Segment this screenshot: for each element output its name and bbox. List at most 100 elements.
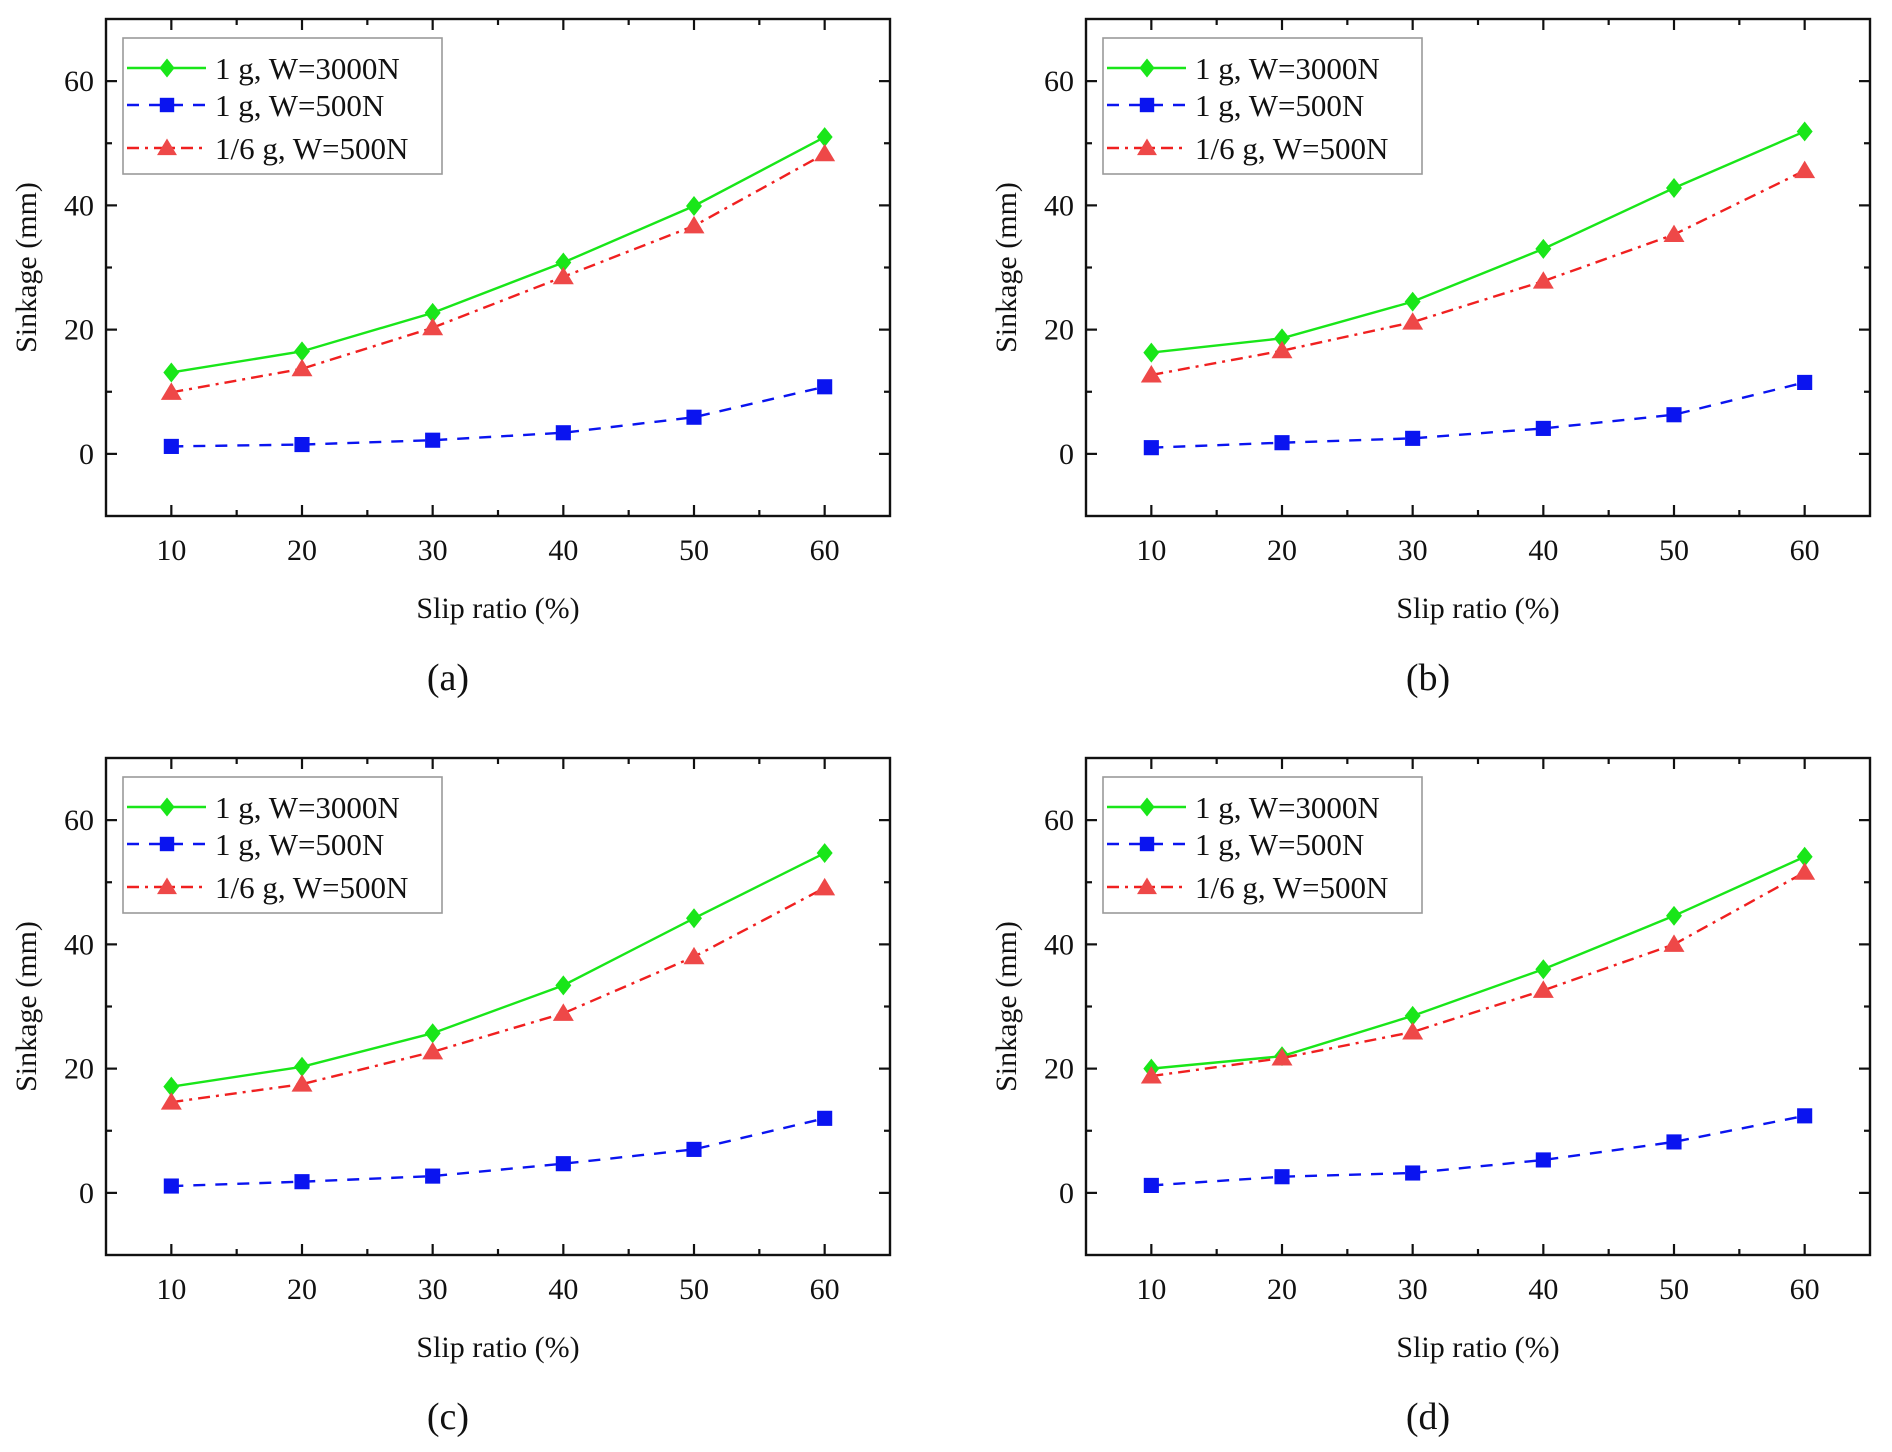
data-point [686,1141,702,1157]
data-point [814,143,836,162]
data-point [686,908,702,929]
data-point [294,1174,310,1190]
x-tick-label: 40 [548,534,578,567]
series-diamond [163,127,833,383]
data-point [686,409,702,425]
data-point [686,196,702,216]
y-tick-label: 60 [64,804,94,837]
x-tick-label: 60 [1790,1273,1820,1306]
data-point [555,425,571,441]
data-point [1796,846,1813,867]
legend-marker [159,836,175,852]
y-tick-label: 60 [1044,65,1074,98]
legend-entry: 1 g, W=3000N [1195,51,1380,86]
x-tick-label: 20 [1267,534,1297,567]
y-tick-label: 0 [79,438,94,471]
series-line [171,152,826,394]
legend-entry: 1/6 g, W=500N [215,131,408,166]
panel-caption: (c) [427,1396,469,1438]
y-tick-label: 20 [1044,314,1074,347]
data-point [422,1041,444,1060]
y-axis-label: Sinkage (mm) [10,182,43,353]
series-line [1151,1114,1805,1187]
series-triangle [1140,160,1816,383]
x-tick-label: 20 [1267,1273,1297,1306]
data-point [555,1156,571,1172]
data-point [1404,1005,1421,1026]
x-tick-label: 30 [1398,534,1428,567]
data-point [1274,435,1290,451]
x-tick-label: 10 [1136,534,1166,567]
series-line [1151,871,1806,1078]
x-tick-label: 30 [1398,1273,1428,1306]
x-axis-label: Slip ratio (%) [1396,592,1559,625]
data-point [1274,1169,1290,1185]
data-point [1532,271,1554,289]
series-square [1143,374,1813,456]
data-point [163,438,179,454]
legend-entry: 1 g, W=500N [1195,827,1364,862]
y-tick-label: 60 [1044,804,1074,837]
y-tick-label: 20 [64,1053,94,1086]
data-point [555,252,572,273]
data-point [1794,160,1816,179]
legend-entry: 1 g, W=3000N [215,51,400,86]
series-triangle [160,877,836,1110]
legend-entry: 1/6 g, W=500N [1195,870,1388,905]
x-tick-label: 40 [548,1273,578,1306]
data-point [1143,342,1160,363]
y-tick-label: 60 [64,65,94,98]
panel-caption: (a) [427,657,469,699]
x-axis-label: Slip ratio (%) [416,592,579,625]
series-diamond [163,843,833,1097]
x-tick-label: 40 [1528,534,1558,567]
series-square [163,379,833,454]
data-point [1663,224,1685,243]
legend-marker [157,877,177,895]
y-tick-label: 40 [64,928,94,961]
series-diamond [1143,846,1813,1079]
x-tick-label: 10 [156,534,186,567]
data-point [1140,1066,1162,1084]
legend-marker [159,58,175,78]
y-axis-label: Sinkage (mm) [990,921,1023,1092]
legend-marker [159,97,175,113]
data-point [1140,365,1162,383]
series-line [171,851,826,1088]
series-line [1151,381,1805,449]
data-point [1535,420,1551,436]
series-triangle [160,143,836,400]
data-point [1405,430,1421,446]
data-point [1143,440,1159,456]
data-point [422,317,444,336]
chart-panel-d: 10 20 30 40 50 60 0 20 40 60 Slip ratio (%) Sinkage… [990,756,1872,1438]
legend-entry: 1 g, W=3000N [215,790,400,825]
data-point [1666,905,1682,926]
x-tick-label: 50 [679,1273,709,1306]
y-tick-label: 0 [79,1177,94,1210]
data-point [683,215,705,234]
y-tick-label: 40 [1044,928,1074,961]
data-point [816,127,833,148]
x-tick-label: 10 [1136,1273,1166,1306]
y-tick-label: 20 [1044,1053,1074,1086]
x-tick-label: 10 [156,1273,186,1306]
data-point [816,843,833,864]
data-point [425,1168,441,1184]
series-square [163,1110,833,1194]
data-point [1794,862,1816,880]
data-point [555,975,572,996]
legend-entry: 1 g, W=500N [1195,88,1364,123]
y-axis-label: Sinkage (mm) [990,182,1023,353]
data-point [1271,340,1293,359]
x-tick-label: 20 [287,534,317,567]
panel-caption: (b) [1406,657,1450,699]
data-point [1666,407,1682,423]
data-point [1535,959,1552,980]
series-diamond [1143,121,1813,363]
data-point [163,1178,179,1194]
legend-entry: 1 g, W=500N [215,88,384,123]
